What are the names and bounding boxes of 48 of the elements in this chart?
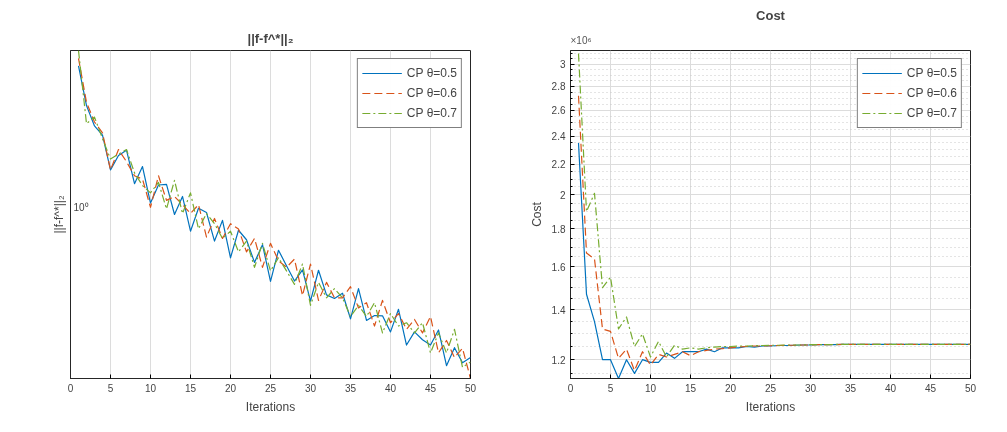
x-tick-label: 25 xyxy=(764,382,777,394)
x-tick-label: 0 xyxy=(67,382,74,394)
x-tick-label: 15 xyxy=(184,382,197,394)
x-tick-label: 50 xyxy=(464,382,477,394)
y-tick-label: 1.8 xyxy=(551,223,566,235)
y-axis-title: ||f-f^*||₂ xyxy=(51,195,66,234)
text: ×10⁶ xyxy=(570,34,592,46)
x-tick-label: 20 xyxy=(224,382,237,394)
x-axis-title: Iterations xyxy=(745,399,796,414)
x-tick-label: 30 xyxy=(304,382,317,394)
x-tick-label: 40 xyxy=(384,382,397,394)
chart-title: ||f-f^*||₂ xyxy=(247,30,294,46)
y-tick-label: 1.4 xyxy=(551,304,566,316)
y-tick-label: 2.8 xyxy=(551,81,566,93)
x-tick-label: 40 xyxy=(884,382,897,394)
y-tick-label: 2.2 xyxy=(551,159,566,171)
legend-label: CP θ=0.7 xyxy=(906,106,957,120)
x-tick-label: 15 xyxy=(684,382,697,394)
chart-title: Cost xyxy=(756,7,786,23)
x-tick-label: 0 xyxy=(567,382,574,394)
x-tick-label: 10 xyxy=(144,382,157,394)
y-tick-label: 2.4 xyxy=(551,131,566,143)
y-tick-label: 2 xyxy=(559,189,566,201)
line-series xyxy=(577,95,971,372)
legend-label: CP θ=0.5 xyxy=(906,66,957,80)
x-tick-label: 25 xyxy=(264,382,277,394)
legend-label: CP θ=0.6 xyxy=(906,86,957,100)
x-tick-label: 35 xyxy=(344,382,357,394)
x-axis-title: Iterations xyxy=(245,399,296,414)
legend-label: CP θ=0.6 xyxy=(406,86,457,100)
x-tick-label: 5 xyxy=(607,382,614,394)
y-tick-label: 1.2 xyxy=(551,354,566,366)
y-tick-label: 3 xyxy=(559,59,566,71)
legend-label: CP θ=0.7 xyxy=(406,106,457,120)
x-tick-label: 45 xyxy=(424,382,437,394)
x-tick-label: 10 xyxy=(644,382,657,394)
y-tick-label: 2.6 xyxy=(551,105,566,117)
y-axis-title: Cost xyxy=(529,201,544,227)
x-tick-label: 5 xyxy=(107,382,114,394)
x-tick-label: 50 xyxy=(964,382,977,394)
x-tick-label: 35 xyxy=(844,382,857,394)
x-tick-label: 30 xyxy=(804,382,817,394)
y-tick-label: 1.6 xyxy=(551,261,566,273)
annotation: 10⁰ xyxy=(73,202,89,214)
line-series xyxy=(577,53,971,358)
legend-label: CP θ=0.5 xyxy=(406,66,457,80)
x-tick-label: 20 xyxy=(724,382,737,394)
x-tick-label: 45 xyxy=(924,382,937,394)
